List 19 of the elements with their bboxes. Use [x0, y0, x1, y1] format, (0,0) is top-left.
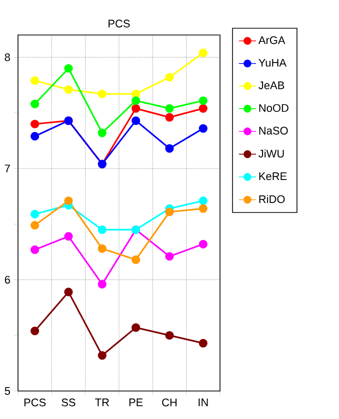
y-tick-label: 7	[4, 164, 10, 172]
legend-label: NaSO	[259, 126, 288, 135]
y-tick-label: 5	[4, 387, 10, 395]
x-tick-label: IN	[198, 398, 208, 406]
legend-label: YuHA	[258, 58, 286, 67]
legend-label: JiWU	[258, 149, 284, 158]
x-tick-label: PE	[129, 398, 143, 406]
legend-label: ArGA	[258, 36, 286, 44]
x-tick-label: TR	[95, 398, 109, 406]
y-tick-label: 6	[4, 276, 10, 284]
x-tick-label: PCS	[24, 398, 46, 406]
legend-label: JeAB	[258, 82, 284, 90]
legend-label: RiDO	[259, 194, 285, 204]
legend-label: NoOD	[259, 104, 288, 112]
legend-label: KeRE	[259, 172, 287, 180]
y-tick-label: 8	[4, 53, 10, 62]
x-tick-label: SS	[62, 398, 76, 406]
chart-title: PCS	[108, 20, 130, 28]
x-tick-label: CH	[162, 398, 177, 406]
